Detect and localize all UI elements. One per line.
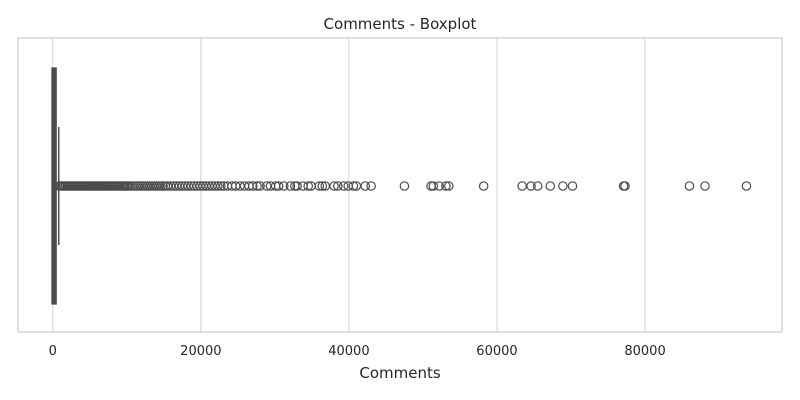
outlier-point [532, 181, 543, 191]
outlier-point [558, 181, 568, 191]
outlier-point [526, 181, 536, 191]
outlier-point [366, 181, 376, 191]
outlier-point [303, 181, 314, 191]
outlier-point [741, 181, 752, 191]
outlier-point [434, 181, 445, 191]
outlier-point [273, 181, 284, 191]
outlier-point [700, 181, 710, 191]
outlier-point [216, 181, 226, 191]
chart-title: Comments - Boxplot [324, 15, 477, 33]
outlier-point [567, 181, 578, 191]
plot-frame [17, 37, 783, 333]
x-tick-label: 0 [49, 344, 57, 359]
outlier-point [428, 181, 439, 191]
outlier-point [314, 181, 325, 191]
outlier-point [278, 181, 289, 191]
outlier-point [252, 181, 262, 191]
outlier-point [292, 181, 302, 191]
outlier-points [54, 181, 752, 191]
outlier-point [285, 181, 296, 191]
outlier-point [329, 181, 339, 191]
outlier-point [517, 181, 527, 191]
outlier-point [317, 181, 328, 191]
x-tick-label: 80000 [624, 344, 665, 359]
outlier-point [338, 181, 349, 191]
outlier-point [348, 181, 359, 191]
outlier-point [620, 181, 630, 191]
x-tick-label: 40000 [328, 344, 369, 359]
outlier-point [213, 181, 223, 191]
x-tick-label: 20000 [180, 344, 221, 359]
outlier-point [444, 181, 454, 191]
outlier-point [478, 181, 489, 191]
outlier-point [255, 181, 265, 191]
outlier-point [247, 181, 258, 191]
outlier-point [333, 181, 343, 191]
outlier-point [684, 181, 695, 191]
outlier-point [545, 181, 556, 191]
x-tick-label: 60000 [476, 344, 517, 359]
outlier-point [441, 181, 451, 191]
outlier-point [399, 181, 410, 191]
outlier-point [360, 181, 371, 191]
x-axis-label: Comments [359, 364, 440, 382]
x-tick-labels: 0 20000 40000 60000 80000 [49, 344, 666, 359]
